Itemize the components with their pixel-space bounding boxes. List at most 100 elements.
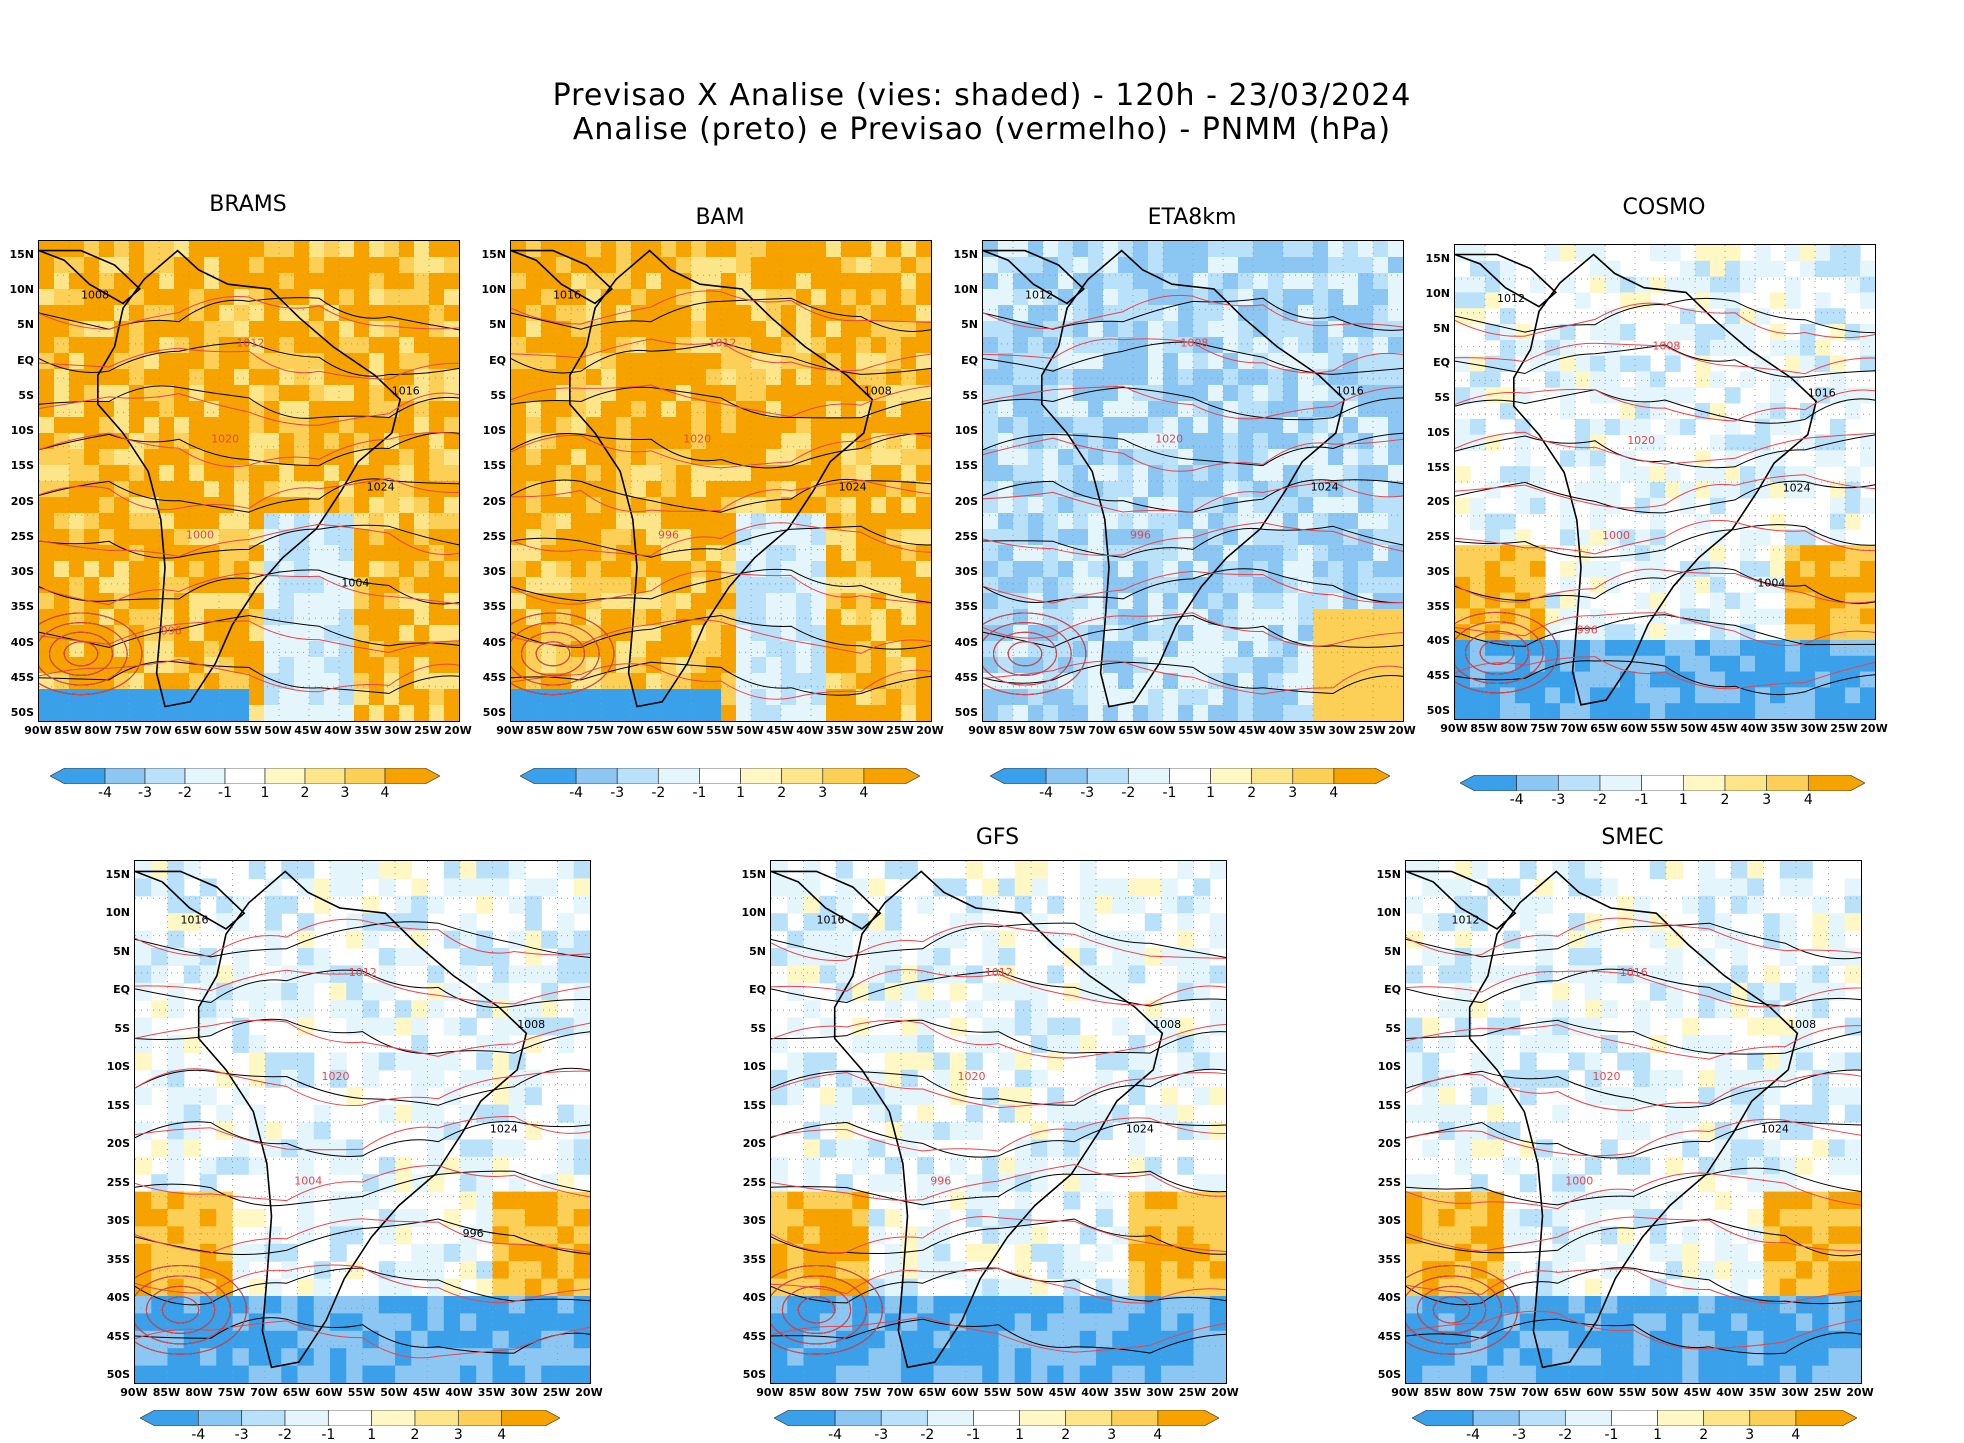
bias-cell <box>541 1261 558 1279</box>
colorbar-label: -4 <box>93 785 117 801</box>
bias-cell <box>1015 1018 1032 1036</box>
bias-cell <box>751 257 767 274</box>
bias-cell <box>1313 385 1329 402</box>
lon-tick-label: 85W <box>788 1386 818 1399</box>
bias-cell <box>509 1279 526 1297</box>
bias-cell <box>399 417 415 434</box>
bias-cell <box>1422 1366 1439 1383</box>
bias-cell <box>646 417 662 434</box>
bias-cell <box>99 673 115 690</box>
bias-cell <box>1073 705 1089 721</box>
lon-tick-label: 20W <box>574 1386 604 1399</box>
bias-cell <box>826 337 842 354</box>
bias-cell <box>414 545 430 562</box>
bias-cell <box>541 1366 558 1383</box>
bias-cell <box>676 593 692 610</box>
bias-cell <box>646 369 662 386</box>
bias-cell <box>556 305 572 322</box>
colorbar-label: -4 <box>823 1427 847 1443</box>
bias-cell <box>1210 1018 1226 1036</box>
bias-cell <box>493 1261 510 1279</box>
bias-cell <box>219 657 235 674</box>
bias-cell <box>511 545 527 562</box>
bias-cell <box>249 1244 266 1262</box>
bias-cell <box>324 353 340 370</box>
bias-cell <box>281 1070 298 1088</box>
bias-cell <box>983 705 999 721</box>
colorbar-segment <box>225 768 265 784</box>
bias-cell <box>1088 289 1104 306</box>
bias-cell <box>279 657 295 674</box>
bias-cell <box>916 577 931 594</box>
bias-cell <box>1223 401 1239 418</box>
bias-cell <box>1455 640 1471 656</box>
bias-cell <box>601 369 617 386</box>
bias-cell <box>135 878 152 896</box>
bias-cell <box>796 609 812 626</box>
bias-cell <box>1635 419 1651 435</box>
bias-cell <box>1194 948 1211 966</box>
bias-cell <box>144 273 160 290</box>
bias-cell <box>781 545 797 562</box>
bias-cell <box>264 609 280 626</box>
bias-cell <box>541 497 557 514</box>
bias-cell <box>1665 419 1681 435</box>
bias-cell <box>219 353 235 370</box>
bias-cell <box>1740 561 1756 577</box>
bias-cell <box>339 337 355 354</box>
bias-cell <box>414 625 430 642</box>
bias-cell <box>369 625 385 642</box>
bias-cell <box>234 241 250 258</box>
bias-cell <box>414 465 430 482</box>
bias-cell <box>298 983 315 1001</box>
bias-cell <box>428 1244 445 1262</box>
bias-cell <box>1064 1174 1081 1192</box>
bias-cell <box>1358 433 1374 450</box>
bias-cell <box>1103 369 1119 386</box>
bias-cell <box>1455 965 1472 983</box>
bias-cell <box>1208 673 1224 690</box>
bias-cell <box>204 289 220 306</box>
bias-cell <box>856 257 872 274</box>
bias-cell <box>369 273 385 290</box>
bias-cell <box>1133 241 1149 258</box>
bias-cell <box>264 641 280 658</box>
bias-cell <box>571 481 587 498</box>
bias-cell <box>781 529 797 546</box>
lon-tick-label: 60W <box>1619 722 1649 735</box>
bias-cell <box>159 673 175 690</box>
bias-cell <box>1845 703 1861 719</box>
bias-cell <box>1133 673 1149 690</box>
lat-tick-label: 15N <box>476 248 506 261</box>
bias-cell <box>1740 608 1756 624</box>
bias-cell <box>265 1052 282 1070</box>
bias-cell <box>811 529 827 546</box>
bias-cell <box>411 1366 428 1383</box>
bias-cell <box>601 529 617 546</box>
bias-cell <box>1129 931 1146 949</box>
bias-cell <box>234 529 250 546</box>
bias-cell <box>1785 245 1801 261</box>
bias-cell <box>1058 689 1074 706</box>
bias-cell <box>836 861 853 879</box>
bias-cell <box>363 931 380 949</box>
bias-cell <box>787 1261 804 1279</box>
bias-cell <box>1103 273 1119 290</box>
bias-cell <box>324 593 340 610</box>
bias-cell <box>1500 687 1516 703</box>
bias-cell <box>99 561 115 578</box>
bias-cell <box>1043 321 1059 338</box>
bias-cell <box>144 417 160 434</box>
bias-cell <box>1500 466 1516 482</box>
bias-cell <box>676 401 692 418</box>
bias-cell <box>204 369 220 386</box>
bias-cell <box>916 705 931 721</box>
bias-cell <box>916 545 931 562</box>
bias-cell <box>511 561 527 578</box>
bias-cell <box>1650 624 1666 640</box>
bias-cell <box>1283 561 1299 578</box>
bias-cell <box>1575 356 1591 372</box>
bias-cell <box>999 1313 1016 1331</box>
bias-cell <box>330 1000 347 1018</box>
